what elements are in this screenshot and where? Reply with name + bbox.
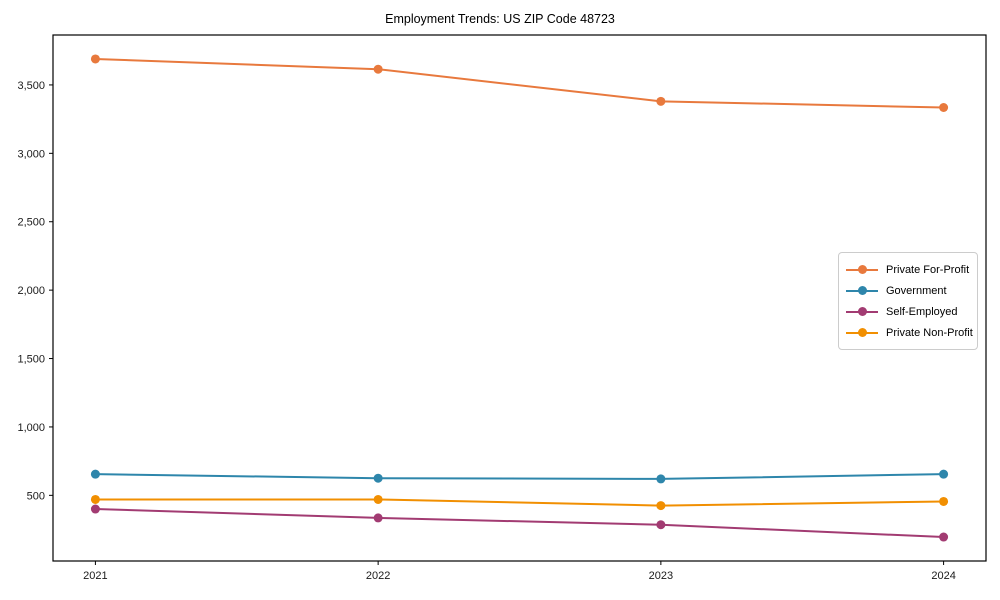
data-point (939, 532, 949, 542)
x-axis: 2021 2022 2023 2024 (83, 561, 956, 582)
legend-marker-dot (857, 328, 867, 337)
legend-item: Self-Employed (846, 301, 969, 322)
legend-line-marker (846, 328, 878, 338)
series-line (95, 473, 944, 480)
series-line (95, 57, 944, 109)
x-tick-label: 2024 (931, 570, 955, 582)
legend-item: Private Non-Profit (846, 322, 973, 343)
data-point (373, 473, 383, 483)
data-point (373, 494, 383, 504)
y-tick-label: 3,000 (17, 148, 45, 160)
y-tick-label: 2,000 (17, 285, 45, 297)
data-point (656, 520, 666, 530)
data-point (373, 513, 383, 523)
series-private-non-profit (90, 494, 949, 511)
x-tick-label: 2023 (649, 570, 673, 582)
data-point (90, 469, 100, 479)
x-tick-label: 2021 (83, 570, 107, 582)
y-tick-label: 1,000 (17, 422, 45, 434)
legend-line-marker (846, 307, 878, 317)
y-tick-label: 3,500 (17, 80, 45, 92)
y-tick-label: 2,500 (17, 217, 45, 229)
legend-line-marker (846, 265, 878, 275)
legend-item: Government (846, 280, 969, 301)
legend-marker-dot (857, 286, 867, 295)
chart-title: Employment Trends: US ZIP Code 48723 (385, 12, 615, 26)
data-point (90, 494, 100, 504)
x-tick-label: 2022 (366, 570, 390, 582)
legend-marker-dot (857, 307, 867, 316)
legend-line-marker (846, 286, 878, 296)
series-private-for-profit (90, 54, 949, 113)
legend-label: Government (886, 284, 947, 297)
data-point (939, 103, 949, 113)
data-point (90, 54, 100, 64)
plot-frame (52, 34, 987, 562)
series-line (95, 508, 944, 539)
legend-marker-dot (857, 265, 867, 274)
legend-label: Self-Employed (886, 305, 958, 318)
y-axis: 500 1,000 1,500 2,000 2,500 3,000 3,500 (17, 80, 53, 502)
data-point (656, 474, 666, 484)
legend-label: Private Non-Profit (886, 326, 973, 339)
legend: Private For-Profit Government Self-Employe… (838, 252, 978, 350)
data-point (373, 64, 383, 74)
data-point (656, 96, 666, 106)
data-point (939, 469, 949, 479)
series-government (90, 469, 949, 484)
y-tick-label: 500 (27, 490, 45, 502)
legend-label: Private For-Profit (886, 263, 970, 276)
y-tick-label: 1,500 (17, 354, 45, 366)
data-point (939, 496, 949, 506)
series-line (95, 498, 944, 507)
series-self-employed (90, 504, 949, 542)
data-point (656, 501, 666, 511)
data-point (90, 504, 100, 514)
legend-item: Private For-Profit (846, 259, 969, 280)
